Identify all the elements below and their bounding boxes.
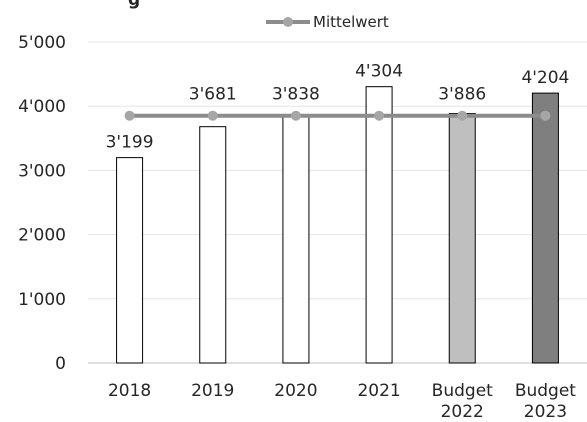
legend: Mittelwert	[266, 13, 389, 31]
y-tick-label: 4'000	[18, 97, 66, 117]
x-tick-label: 2018	[108, 381, 151, 401]
chart-title-group: g	[128, 0, 140, 10]
chart-title: g	[128, 0, 140, 10]
data-label: 3'681	[189, 85, 237, 105]
y-tick-label: 5'000	[18, 33, 66, 53]
mean-line	[124, 110, 551, 121]
data-label: 4'204	[521, 68, 569, 88]
x-tick-label: 2020	[274, 381, 317, 401]
mean-line-marker	[374, 110, 385, 121]
bar	[199, 126, 227, 364]
bar	[448, 113, 476, 364]
gridlines	[88, 41, 587, 364]
x-tick-label: 2019	[191, 381, 234, 401]
y-tick-label: 1'000	[18, 290, 66, 310]
mean-line-marker	[207, 110, 218, 121]
y-axis: 0 1'000 2'000 3'000 4'000 5'000	[18, 33, 66, 374]
mean-line-marker	[290, 110, 301, 121]
mean-line-marker	[540, 110, 551, 121]
mean-line-marker	[124, 110, 135, 121]
data-label: 3'886	[438, 85, 486, 105]
bar	[531, 92, 559, 364]
bar	[282, 116, 310, 364]
data-label: 3'838	[272, 85, 320, 105]
x-tick-label: 2023	[524, 402, 567, 422]
x-tick-label: 2021	[357, 381, 400, 401]
data-label: 3'199	[106, 133, 154, 153]
y-tick-label: 2'000	[18, 226, 66, 246]
bar	[116, 157, 144, 364]
data-label: 4'304	[355, 62, 403, 82]
bar	[365, 86, 393, 364]
legend-label: Mittelwert	[313, 13, 389, 31]
legend-marker	[283, 17, 293, 27]
bars	[116, 86, 559, 364]
y-tick-label: 3'000	[18, 161, 66, 181]
x-tick-label: Budget	[432, 381, 493, 401]
x-tick-label: 2022	[441, 402, 484, 422]
y-tick-label: 0	[55, 354, 66, 374]
mean-line-marker	[457, 110, 468, 121]
x-tick-label: Budget	[515, 381, 576, 401]
value-labels: 3'199 3'681 3'838 4'304 3'886 4'204	[106, 62, 570, 153]
